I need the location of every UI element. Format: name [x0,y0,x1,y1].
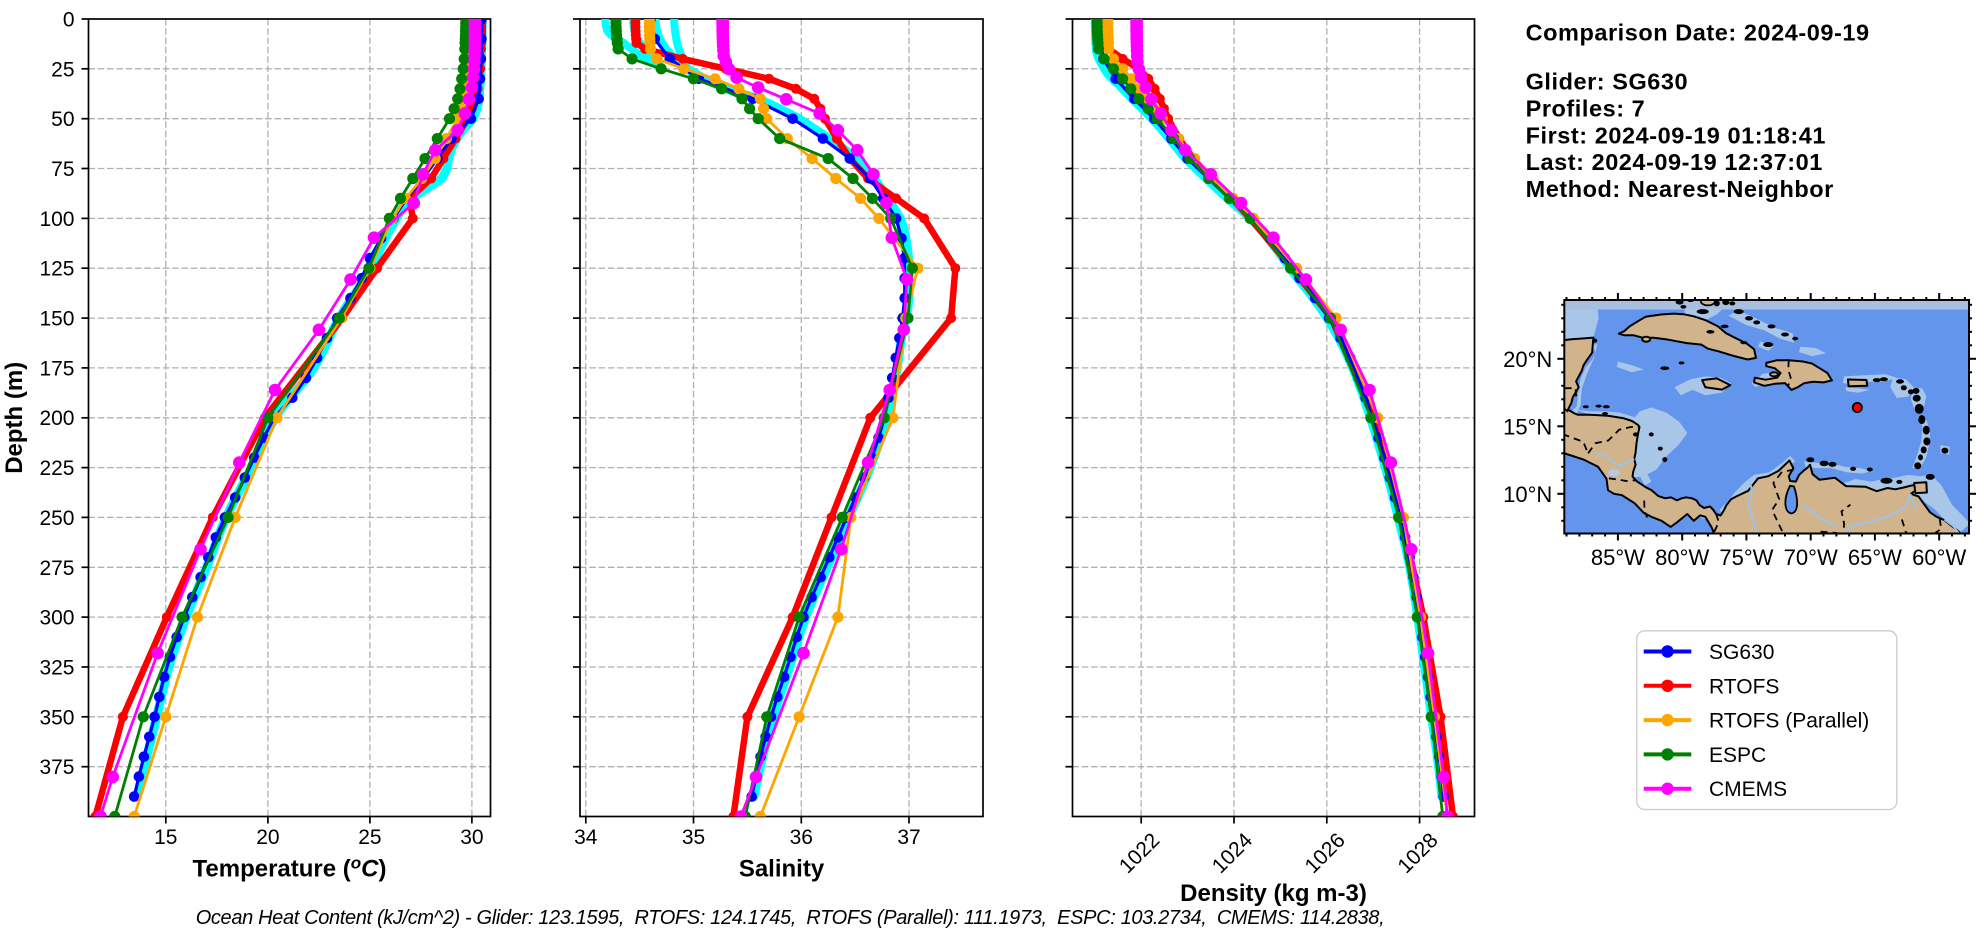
svg-text:1026: 1026 [1301,829,1350,878]
svg-text:75°W: 75°W [1719,545,1773,570]
svg-text:30: 30 [460,826,483,849]
svg-text:Salinity: Salinity [739,856,825,883]
svg-text:Ocean Heat Content (kJ/cm^2) -: Ocean Heat Content (kJ/cm^2) - Glider: 1… [196,907,1385,929]
svg-text:75: 75 [51,158,74,181]
svg-text:RTOFS: RTOFS [1709,675,1779,698]
svg-text:Depth (m): Depth (m) [1,362,28,474]
svg-text:275: 275 [39,557,74,580]
svg-text:65°W: 65°W [1848,545,1902,570]
svg-text:1028: 1028 [1393,829,1442,878]
svg-text:37: 37 [897,826,920,849]
svg-text:15: 15 [154,826,177,849]
svg-text:100: 100 [39,208,74,231]
svg-text:10°N: 10°N [1503,482,1552,507]
svg-text:1024: 1024 [1208,829,1258,879]
svg-text:36: 36 [790,826,813,849]
svg-text:15°N: 15°N [1503,414,1552,439]
svg-text:50: 50 [51,108,74,131]
svg-text:35: 35 [682,826,705,849]
svg-text:34: 34 [574,826,598,849]
svg-text:1022: 1022 [1115,829,1164,878]
svg-text:CMEMS: CMEMS [1709,778,1787,801]
svg-text:300: 300 [39,607,74,630]
svg-text:Profiles: 7: Profiles: 7 [1526,95,1646,121]
svg-text:Comparison Date: 2024-09-19: Comparison Date: 2024-09-19 [1526,20,1870,46]
svg-text:175: 175 [39,357,74,380]
svg-text:225: 225 [39,457,74,480]
svg-text:Last: 2024-09-19 12:37:01: Last: 2024-09-19 12:37:01 [1526,149,1823,175]
svg-text:250: 250 [39,507,74,530]
svg-text:80°W: 80°W [1655,545,1709,570]
svg-text:70°W: 70°W [1784,545,1838,570]
svg-text:ESPC: ESPC [1709,744,1766,767]
svg-text:SG630: SG630 [1709,641,1774,664]
svg-text:60°W: 60°W [1912,545,1966,570]
svg-text:25: 25 [358,826,381,849]
svg-text:First: 2024-09-19 01:18:41: First: 2024-09-19 01:18:41 [1526,122,1826,148]
svg-text:Density (kg m-3): Density (kg m-3) [1180,880,1367,907]
svg-text:Method: Nearest-Neighbor: Method: Nearest-Neighbor [1526,176,1834,202]
svg-text:375: 375 [39,756,74,779]
svg-text:Temperature (oC): Temperature (oC) [193,854,387,883]
svg-text:25: 25 [51,58,74,81]
svg-text:20°N: 20°N [1503,347,1552,372]
svg-text:0: 0 [63,9,75,32]
svg-text:350: 350 [39,706,74,729]
svg-text:20: 20 [256,826,279,849]
svg-text:150: 150 [39,308,74,331]
svg-text:200: 200 [39,407,74,430]
svg-text:RTOFS (Parallel): RTOFS (Parallel) [1709,710,1869,733]
svg-text:85°W: 85°W [1591,545,1645,570]
svg-text:Glider: SG630: Glider: SG630 [1526,69,1689,95]
svg-text:125: 125 [39,258,74,281]
svg-text:325: 325 [39,657,74,680]
